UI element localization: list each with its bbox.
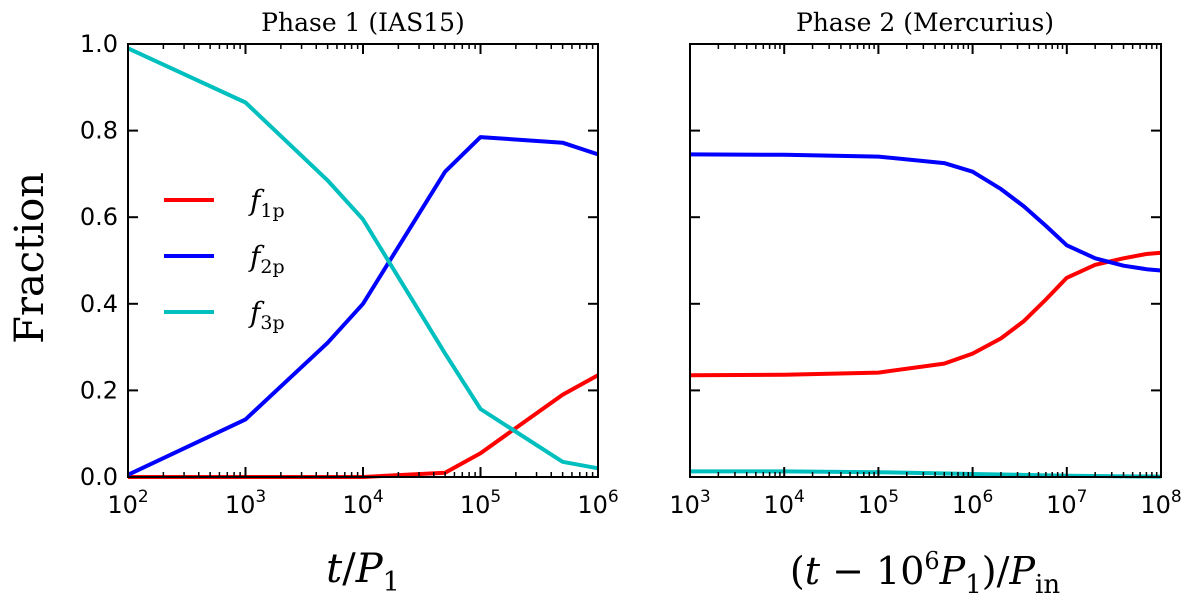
y-tick-label: 0.2 <box>80 376 118 404</box>
y-tick-label: 0.6 <box>80 203 118 231</box>
panel-title: Phase 1 (IAS15) <box>261 8 465 37</box>
x-tick-label: 106 <box>577 487 618 519</box>
tick-group: 102 103 104 105 106 0.0 0.2 0.4 0.6 0.8 1.0 <box>80 30 619 519</box>
x-tick-label: 104 <box>342 487 383 519</box>
series-group <box>127 46 599 479</box>
panel-title: Phase 2 (Mercurius) <box>796 8 1054 37</box>
series-line-f1p <box>128 373 599 479</box>
y-tick-label: 0.0 <box>80 463 118 491</box>
x-axis-label: t/P1 <box>326 546 400 598</box>
x-tick-label: 103 <box>225 487 266 519</box>
series-line-f1p <box>689 250 1162 378</box>
series-line-f2p <box>127 135 599 477</box>
tick-group: 103 104 105 106 107 108 <box>669 43 1182 519</box>
y-tick-label: 0.8 <box>80 117 118 145</box>
series-line-f3p <box>690 469 1162 479</box>
series-line-f3p <box>127 46 599 471</box>
legend-label: f1p <box>248 184 285 222</box>
y-axis-label: Fraction <box>7 172 53 344</box>
panel-phase2: Phase 2 (Mercurius) 103 104 105 106 107 108 (… <box>669 8 1181 599</box>
legend-label: f3p <box>248 296 285 334</box>
x-tick-label: 108 <box>1140 487 1181 519</box>
legend: f1p f2p f3p <box>164 184 285 334</box>
x-tick-label: 107 <box>1046 487 1087 519</box>
plot-frame <box>689 43 1162 478</box>
x-tick-label: 102 <box>107 487 148 519</box>
x-tick-label: 104 <box>764 487 805 519</box>
plot-frame <box>127 43 599 478</box>
x-axis-label: (t − 106P1)/Pin <box>790 547 1060 599</box>
x-tick-label: 103 <box>669 487 710 519</box>
y-tick-label: 1.0 <box>80 30 118 58</box>
y-tick-label: 0.4 <box>80 290 118 318</box>
x-tick-label: 105 <box>858 487 899 519</box>
series-line-f2p <box>689 152 1162 273</box>
x-tick-label: 106 <box>952 487 993 519</box>
legend-label: f2p <box>248 240 285 278</box>
x-tick-label: 105 <box>460 487 501 519</box>
series-group <box>689 152 1162 479</box>
